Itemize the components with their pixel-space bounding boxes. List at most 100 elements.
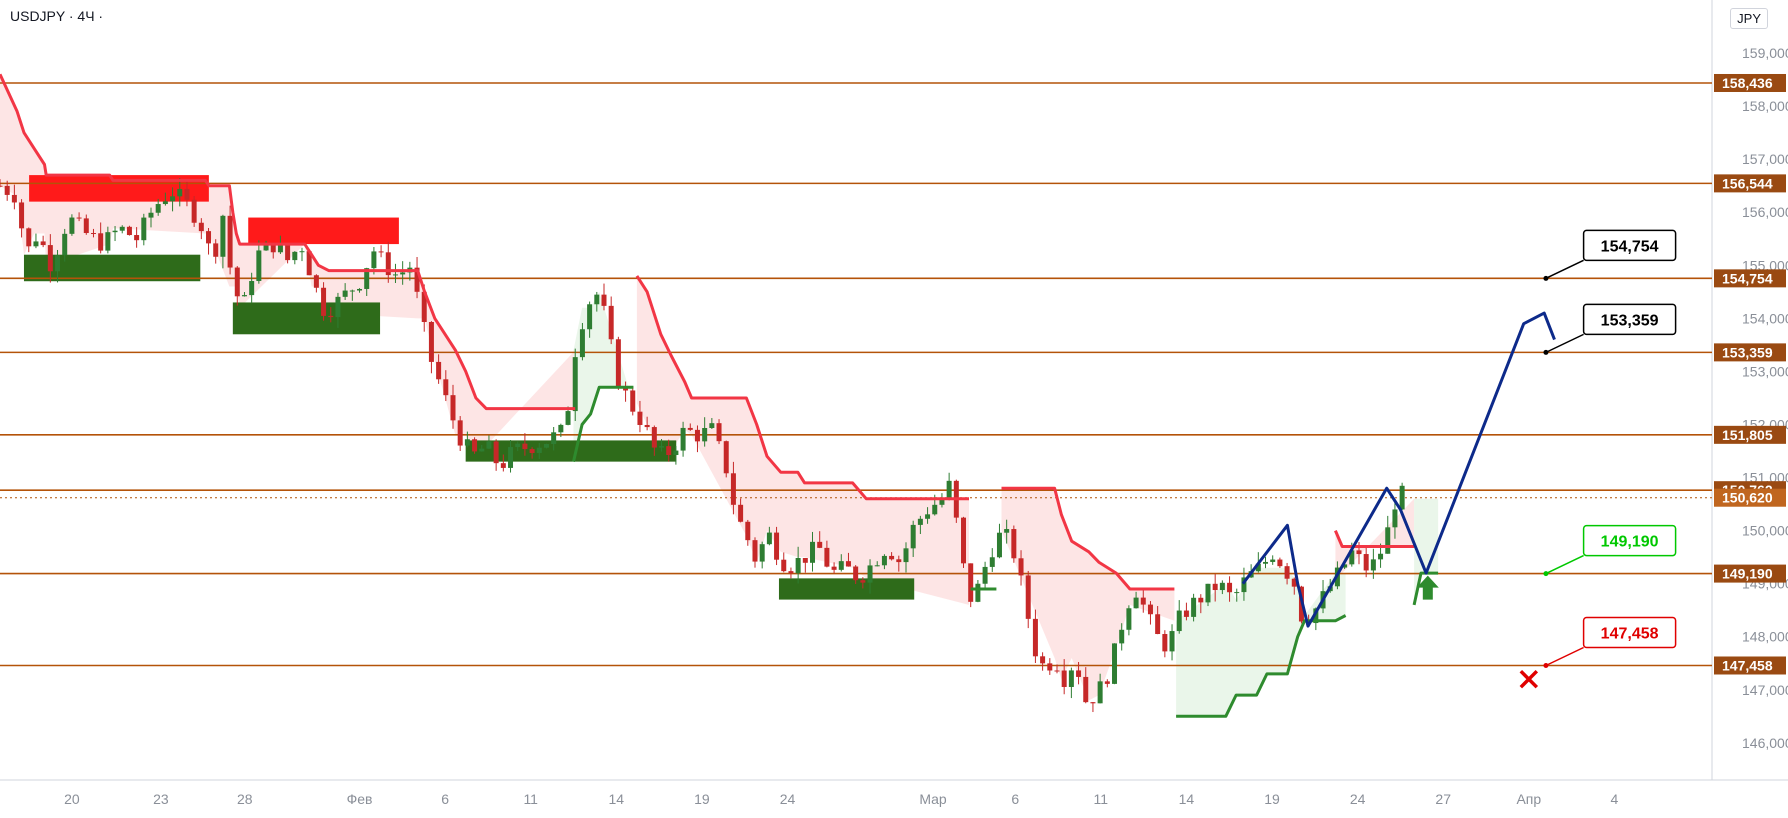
candle-body (112, 230, 118, 233)
candle-body (241, 295, 247, 297)
candle-body (1155, 614, 1161, 635)
stop-cross-icon (1519, 669, 1539, 689)
candle-body (558, 424, 564, 433)
candle-body (1198, 597, 1204, 603)
candle-body (371, 251, 377, 269)
candle-body (1270, 559, 1276, 562)
candle-body (874, 565, 880, 567)
candle-body (83, 218, 89, 234)
candle-body (249, 281, 255, 296)
candle-body (702, 427, 708, 442)
candle-body (536, 447, 542, 453)
candle-body (788, 571, 794, 574)
time-tick-label: 14 (1179, 791, 1195, 807)
candle-body (1076, 670, 1082, 677)
price-tick-label: 154,000 (1742, 310, 1788, 326)
candle-body (515, 443, 521, 448)
candle-body (1277, 559, 1283, 567)
currency-label[interactable]: JPY (1730, 8, 1768, 29)
price-tick-label: 150,000 (1742, 523, 1788, 539)
candle-body (687, 427, 693, 430)
candle-body (730, 473, 736, 505)
callout-label: 147,458 (1601, 625, 1659, 642)
price-tick-label: 147,000 (1742, 682, 1788, 698)
candle-body (1263, 561, 1269, 564)
candle-body (508, 447, 514, 468)
candle-body (1068, 670, 1074, 687)
candle-body (19, 202, 25, 229)
candle-body (630, 390, 636, 412)
candle-body (659, 446, 665, 448)
candle-body (587, 304, 593, 330)
price-tick-label: 157,000 (1742, 151, 1788, 167)
candle-body (400, 272, 406, 275)
price-tick-label: 148,000 (1742, 629, 1788, 645)
candle-body (1112, 643, 1118, 684)
callout-box (1582, 303, 1677, 336)
candle-body (1356, 550, 1362, 555)
candle-body (1061, 670, 1067, 687)
candle-body (421, 291, 427, 323)
candle-body (881, 555, 887, 566)
candle-body (33, 241, 39, 247)
candle-body (845, 561, 851, 567)
candle-body (493, 441, 499, 464)
candle-body (1126, 608, 1132, 630)
candle-body (155, 204, 161, 213)
candle-body (766, 532, 772, 545)
demand-zone (778, 578, 915, 600)
candle-body (1212, 583, 1218, 591)
resistance-fill (636, 275, 969, 605)
candle-body (213, 243, 219, 257)
time-tick-label: 24 (1350, 791, 1366, 807)
level-tag-text: 147,458 (1722, 657, 1773, 673)
candle-body (1227, 582, 1233, 593)
candle-body (745, 521, 751, 541)
candle-body (105, 232, 111, 251)
time-tick-label: 20 (64, 791, 80, 807)
candle-body (26, 228, 32, 247)
level-tag (1714, 564, 1786, 583)
price-tick-label: 153,000 (1742, 363, 1788, 379)
candle-body (177, 188, 183, 197)
callout-box (1582, 524, 1677, 557)
candle-body (651, 427, 657, 448)
callout-pointer (1545, 646, 1584, 667)
candle-body (975, 583, 981, 602)
candle-body (263, 242, 269, 251)
candle-body (925, 514, 931, 519)
callout-anchor (1543, 662, 1549, 668)
candle-body (996, 532, 1002, 558)
candle-body (1032, 618, 1038, 657)
candle-body (385, 252, 391, 276)
candle-body (673, 450, 679, 456)
candle-body (0, 185, 3, 187)
candle-body (644, 424, 650, 428)
time-tick-label: 28 (237, 791, 253, 807)
candle-body (220, 215, 226, 257)
candle-body (989, 557, 995, 567)
candle-body (98, 233, 104, 251)
support-fill (1414, 498, 1439, 605)
demand-zone (232, 302, 381, 335)
candle-body (62, 233, 68, 256)
price-tick-label: 159,000 (1742, 45, 1788, 61)
price-tick-label: 156,000 (1742, 204, 1788, 220)
candle-body (1133, 597, 1139, 609)
candle-body (709, 423, 715, 428)
time-tick-label: 19 (1264, 791, 1280, 807)
demand-zone (23, 254, 201, 282)
price-tick-label: 146,000 (1742, 735, 1788, 751)
level-tag-text: 151,805 (1722, 427, 1773, 443)
time-tick-label: 27 (1435, 791, 1451, 807)
candle-body (716, 423, 722, 442)
trailing-resistance-line (1334, 530, 1415, 548)
trailing-support-line (572, 385, 634, 462)
support-fill (1176, 567, 1346, 717)
candle-body (270, 242, 276, 253)
candle-body (1284, 566, 1290, 579)
candle-body (896, 559, 902, 563)
candle-body (285, 245, 291, 261)
candle-body (126, 226, 132, 236)
